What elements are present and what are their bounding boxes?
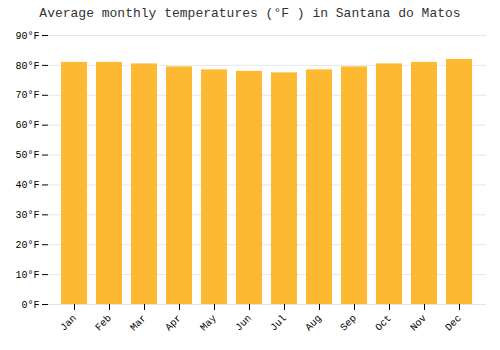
svg-text:Oct: Oct [373,313,394,334]
svg-text:40°F: 40°F [15,180,39,191]
svg-text:Sep: Sep [338,313,359,334]
svg-text:70°F: 70°F [15,90,39,101]
svg-text:Feb: Feb [93,313,114,334]
svg-text:Dec: Dec [443,313,464,334]
svg-text:90°F: 90°F [15,31,39,42]
svg-text:60°F: 60°F [15,120,39,131]
svg-text:80°F: 80°F [15,61,39,72]
svg-text:Jun: Jun [233,313,254,334]
svg-text:30°F: 30°F [15,210,39,221]
svg-text:0°F: 0°F [21,300,39,311]
svg-text:Jan: Jan [58,313,79,334]
svg-text:Nov: Nov [408,313,429,334]
svg-text:Apr: Apr [163,313,184,334]
svg-text:Mar: Mar [128,313,149,334]
svg-text:Aug: Aug [303,313,324,334]
svg-text:50°F: 50°F [15,150,39,161]
svg-text:Jul: Jul [268,313,289,334]
svg-text:May: May [198,313,219,334]
svg-text:10°F: 10°F [15,270,39,281]
svg-text:20°F: 20°F [15,240,39,251]
html-text:Average monthly temperatures (: Average monthly temperatures (°F ) in Sa… [39,6,461,21]
